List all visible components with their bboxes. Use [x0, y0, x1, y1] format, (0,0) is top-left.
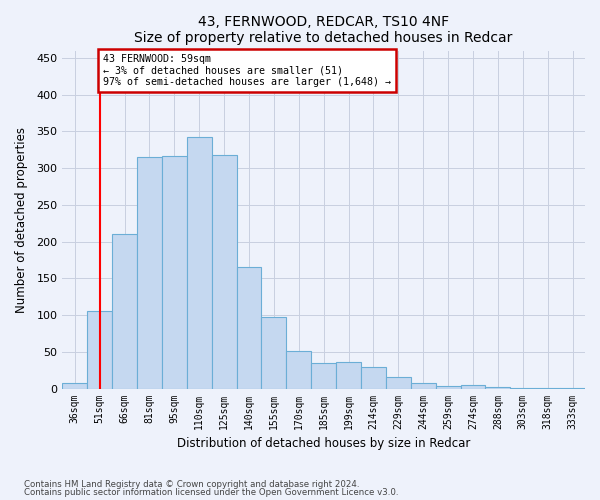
Bar — [411, 382, 436, 388]
Bar — [361, 366, 386, 388]
Bar — [386, 377, 411, 388]
Bar — [461, 385, 485, 388]
Bar — [137, 157, 162, 388]
Y-axis label: Number of detached properties: Number of detached properties — [15, 126, 28, 312]
Bar — [336, 362, 361, 388]
Bar — [311, 363, 336, 388]
Bar — [262, 316, 286, 388]
Bar — [236, 268, 262, 388]
Title: 43, FERNWOOD, REDCAR, TS10 4NF
Size of property relative to detached houses in R: 43, FERNWOOD, REDCAR, TS10 4NF Size of p… — [134, 15, 513, 45]
Bar — [87, 310, 112, 388]
Bar — [286, 351, 311, 389]
Bar — [436, 386, 461, 388]
Bar — [162, 156, 187, 388]
X-axis label: Distribution of detached houses by size in Redcar: Distribution of detached houses by size … — [177, 437, 470, 450]
Bar — [187, 136, 212, 388]
Text: Contains HM Land Registry data © Crown copyright and database right 2024.: Contains HM Land Registry data © Crown c… — [24, 480, 359, 489]
Bar — [62, 384, 87, 388]
Bar — [112, 234, 137, 388]
Bar — [485, 387, 511, 388]
Text: Contains public sector information licensed under the Open Government Licence v3: Contains public sector information licen… — [24, 488, 398, 497]
Bar — [212, 155, 236, 388]
Text: 43 FERNWOOD: 59sqm
← 3% of detached houses are smaller (51)
97% of semi-detached: 43 FERNWOOD: 59sqm ← 3% of detached hous… — [103, 54, 391, 88]
